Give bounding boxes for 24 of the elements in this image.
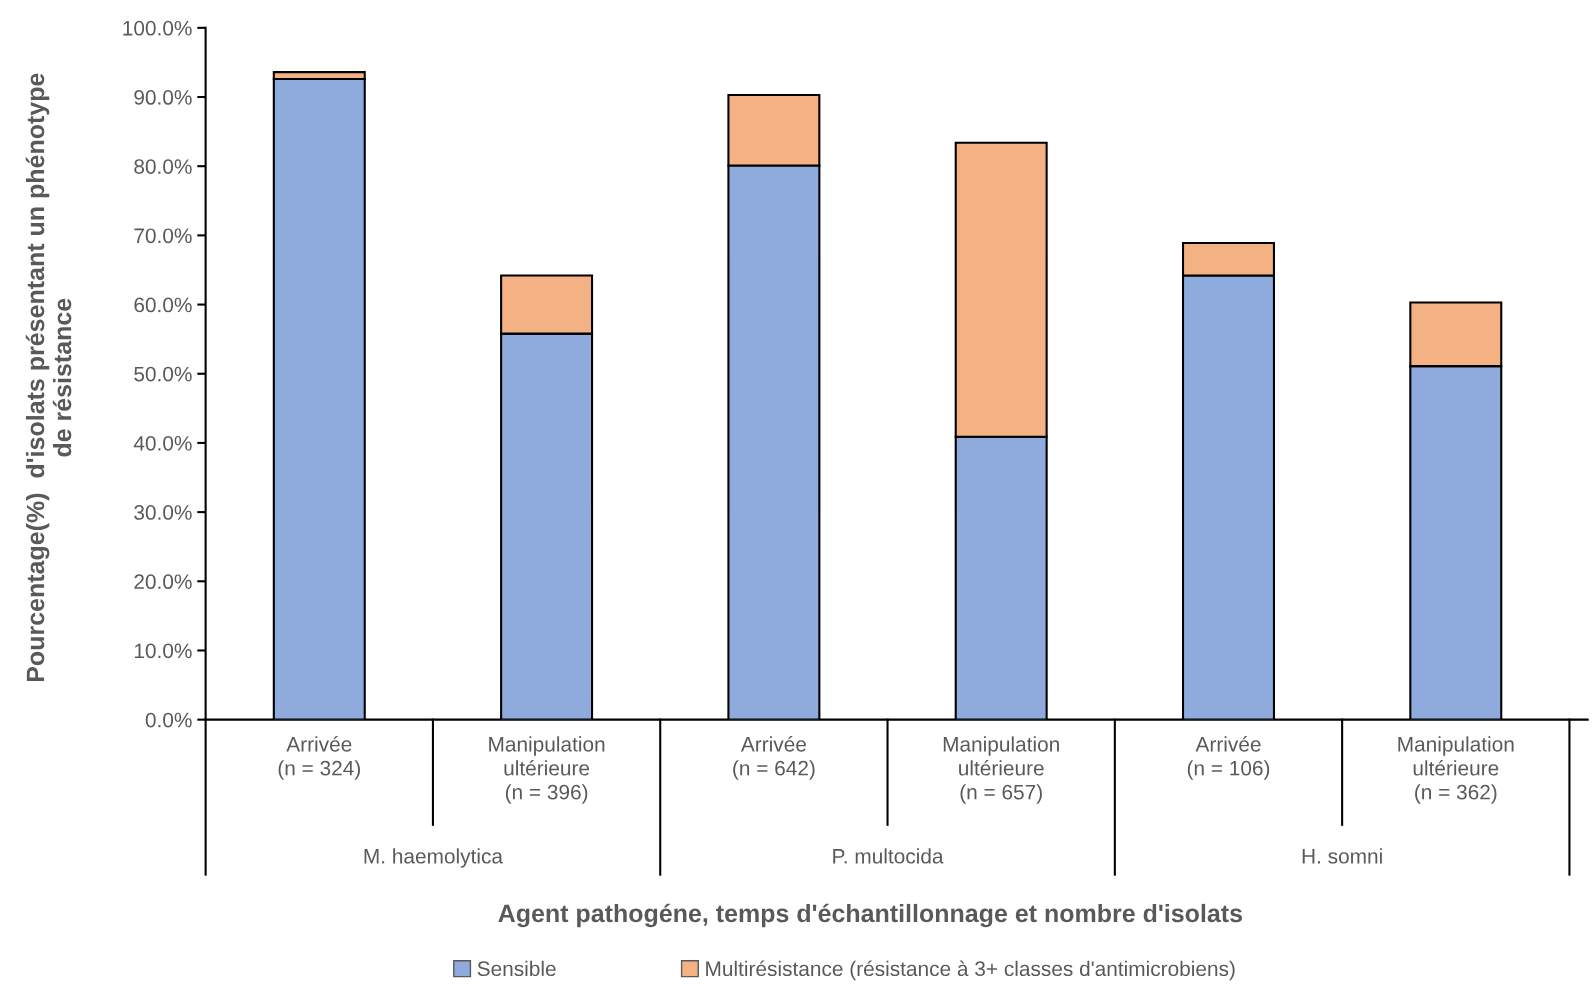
y-tick-label: 40.0% <box>133 435 192 451</box>
y-tick-label: 70.0% <box>134 228 192 244</box>
text: P. multocida <box>833 848 944 864</box>
x-tick-label: Arrivée (n = 642) <box>733 736 815 780</box>
y-tick-label: 0.0% <box>145 712 192 728</box>
x-tick-label: Manipulation ultérieure (n = 362) <box>1398 736 1514 804</box>
y-tick-label: 60.0% <box>134 297 192 313</box>
y-tick-label: 20.0% <box>134 574 192 590</box>
y-tick-label: 80.0% <box>134 159 192 174</box>
x-tick-label: Arrivée (n = 106) <box>1187 736 1270 780</box>
y-tick-label: 30.0% <box>134 505 192 520</box>
x-tick-label: Manipulation ultérieure (n = 396) <box>489 736 605 804</box>
y-tick-label: 50.0% <box>134 366 192 382</box>
y-tick-label: 100.0% <box>123 20 192 36</box>
y-axis-title: Pourcentage(%) d'isolats présentant un phénotype de résistance <box>25 73 72 682</box>
y-tick-label: 90.0% <box>134 90 192 105</box>
x-tick-label: Arrivée (n = 324) <box>278 736 360 780</box>
text: H. somni <box>1302 848 1382 864</box>
x-axis-title: Agent pathogéne, temps d'échantillonnage et nombre d'isolats <box>498 903 1242 928</box>
x-tick-label: Manipulation ultérieure (n = 657) <box>943 736 1059 804</box>
legend-label: Multirésistance (résistance à 3+ classes d'antimicrobiens) <box>706 960 1235 981</box>
legend-label: Sensible <box>477 960 556 977</box>
text: M. haemolytica <box>364 848 503 868</box>
y-tick-label: 10.0% <box>134 643 192 659</box>
